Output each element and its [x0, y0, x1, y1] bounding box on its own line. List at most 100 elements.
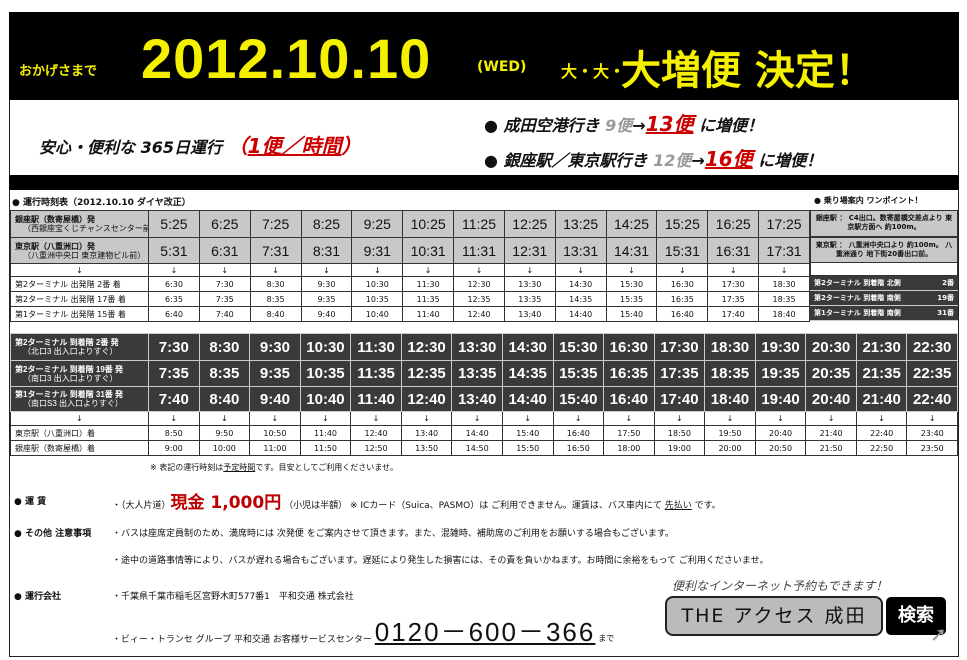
time-cell: 8:31 [300, 237, 353, 264]
time-cell: 12:40 [350, 425, 402, 441]
time-cell: 16:35 [656, 291, 709, 307]
time-cell: 15:40 [552, 386, 605, 412]
departure-row: 銀座駅（数寄屋橋）発 （西銀座宝くじチャンスセンター前） 5:25 6:25 7:25 8… [10, 210, 810, 238]
time-cell: 16:30 [656, 276, 709, 292]
cursor-icon: ➚ [930, 622, 947, 646]
time-cell: 22:50 [855, 440, 908, 456]
time-cell: 7:40 [148, 386, 200, 412]
time-cell: 9:35 [249, 360, 301, 387]
arrival-row: 第2ターミナル 出発階 17番 着 6:35 7:35 8:35 9:35 10:35 11… [10, 291, 810, 307]
header-weekday: (WED) [477, 59, 527, 75]
row-label: 第1ターミナル 到着階 31番 発（南口S3 出入口よりすぐ） [10, 386, 149, 412]
arrow-cell: ↓ [552, 411, 605, 426]
time-cell: 9:35 [300, 291, 353, 307]
time-cell: 13:35 [503, 291, 556, 307]
time-cell: 17:40 [707, 306, 760, 322]
time-cell: 11:40 [402, 306, 455, 322]
stop-location: 第1ターミナル 到着階 南側 31番 [810, 306, 958, 321]
narita-increase: ● 成田空港行き 9便→13便 に増便！ [484, 112, 764, 136]
arrow-cell: ↓ [198, 263, 251, 277]
time-cell: 8:30 [249, 276, 302, 292]
time-cell: 14:30 [554, 276, 607, 292]
time-cell: 19:00 [653, 440, 706, 456]
time-cell: 16:35 [603, 360, 655, 387]
time-cell: 10:31 [402, 237, 455, 264]
time-cell: 20:50 [754, 440, 807, 456]
arrow-cell: ↓ [603, 411, 655, 426]
time-cell: 8:50 [148, 425, 200, 441]
time-cell: 23:50 [906, 440, 958, 456]
stop-number: 31番 [937, 309, 954, 317]
time-cell: 12:50 [350, 440, 402, 456]
time-cell: 9:50 [198, 425, 251, 441]
schedule-note: ※ 表記の運行時刻は予定時間です。目安としてご利用くださいませ。 [150, 463, 398, 472]
arrow-cell: ↓ [10, 263, 149, 277]
time-cell: 16:40 [656, 306, 709, 322]
stop-number: 2番 [942, 279, 954, 287]
time-cell: 9:30 [300, 276, 353, 292]
timetable-title: ● 運行時刻表（2012.10.10 ダイヤ改正） [12, 198, 191, 208]
time-cell: 7:40 [198, 306, 251, 322]
time-cell: 7:25 [249, 210, 302, 238]
time-cell: 18:30 [758, 276, 810, 292]
company-address: ・千葉県千葉市稲毛区宮野木町577番1 平和交通 株式会社 [112, 592, 354, 602]
arrow-cell: ↓ [704, 411, 756, 426]
arrow-cell: ↓ [300, 263, 353, 277]
time-cell: 21:40 [805, 425, 857, 441]
stop-sub: （南口S3 出入口よりすぐ） [23, 399, 123, 408]
time-cell: 15:35 [552, 360, 605, 387]
arrow-cell: ↓ [400, 411, 453, 426]
time-cell: 14:40 [554, 306, 607, 322]
time-cell: 15:25 [656, 210, 709, 238]
time-cell: 9:25 [351, 210, 404, 238]
stop-name: 第2ターミナル 到着階 2番 発 [15, 338, 119, 347]
time-cell: 10:50 [249, 425, 301, 441]
row-label: 銀座駅（数寄屋橋）着 [10, 440, 149, 456]
arrow-cell: ↓ [451, 411, 503, 426]
arrow-cell: ↓ [148, 411, 200, 426]
time-cell: 13:40 [400, 425, 453, 441]
time-cell: 10:30 [299, 333, 352, 361]
stop-name: 第2ターミナル 到着階 北側 [814, 279, 901, 287]
time-cell: 22:40 [906, 386, 958, 412]
time-cell: 22:35 [906, 360, 958, 387]
time-cell: 11:31 [453, 237, 505, 264]
arrival-row: 第1ターミナル 出発階 15番 着 6:40 7:40 8:40 9:40 10:40 11… [10, 306, 810, 322]
phone-number[interactable]: 0120－600－366 [374, 617, 596, 647]
time-cell: 13:25 [554, 210, 607, 238]
time-cell: 21:35 [855, 360, 908, 387]
time-cell: 8:35 [198, 360, 251, 387]
time-cell: 13:40 [503, 306, 556, 322]
time-cell: 6:31 [198, 237, 251, 264]
time-cell: 13:30 [451, 333, 503, 361]
time-cell: 7:30 [198, 276, 251, 292]
time-cell: 11:00 [249, 440, 301, 456]
time-cell: 11:30 [402, 276, 455, 292]
time-cell: 18:50 [653, 425, 706, 441]
time-cell: 15:35 [605, 291, 658, 307]
arrow-cell: ↓ [503, 263, 556, 277]
time-cell: 10:25 [402, 210, 455, 238]
time-cell: 14:35 [501, 360, 554, 387]
departure-row: 東京駅（八重洲口）発 （八重洲中央口 東京建物ビル前） 5:31 6:31 7:31 8:… [10, 237, 810, 264]
time-cell: 5:31 [148, 237, 200, 264]
time-cell: 16:40 [603, 386, 655, 412]
time-cell: 19:50 [704, 425, 756, 441]
time-cell: 9:40 [249, 386, 301, 412]
time-cell: 17:30 [707, 276, 760, 292]
stop-name: 第2ターミナル 到着階 南側 [814, 294, 901, 302]
boarding-title: ● 乗り場案内 ワンポイント！ [814, 196, 923, 205]
arrow-cell: ↓ [554, 263, 607, 277]
time-cell: 12:31 [503, 237, 556, 264]
time-cell: 8:40 [249, 306, 302, 322]
time-cell: 17:30 [653, 333, 706, 361]
time-cell: 14:30 [501, 333, 554, 361]
search-box[interactable]: THE アクセス 成田 [665, 596, 883, 636]
search-button[interactable]: 検索 [886, 597, 946, 635]
note-delay: ・途中の道路事情等により、バスが遅れる場合もございます。遅延により発生した損害に… [112, 556, 769, 566]
time-cell: 14:40 [451, 425, 503, 441]
time-cell: 13:40 [451, 386, 503, 412]
arrow-cell: ↓ [855, 411, 908, 426]
time-cell: 21:30 [855, 333, 908, 361]
arrival-row: 第2ターミナル 出発階 2番 着 6:30 7:30 8:30 9:30 10:30 11:… [10, 276, 810, 292]
